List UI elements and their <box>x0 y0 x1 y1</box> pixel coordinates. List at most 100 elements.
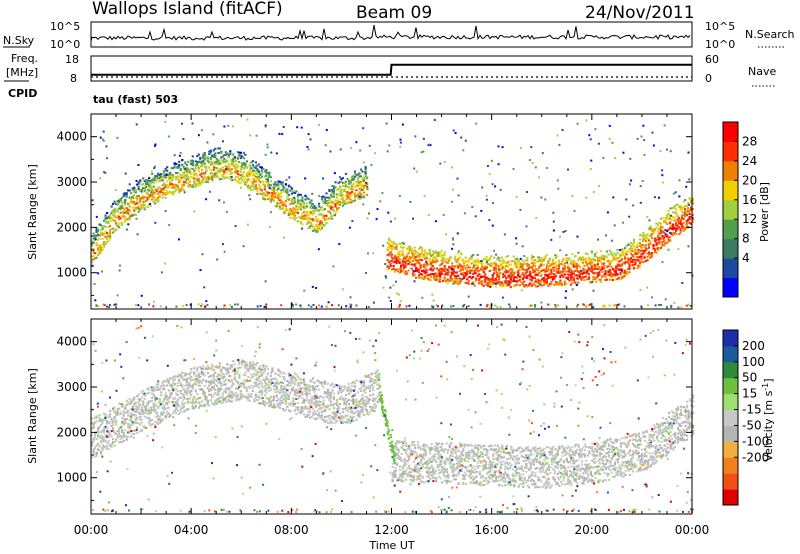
velocity-cell <box>191 378 194 381</box>
velocity-cell <box>166 384 169 387</box>
power-cell <box>168 224 171 226</box>
power-cell <box>115 229 118 231</box>
power-cell <box>346 192 349 195</box>
power-cell <box>478 261 481 264</box>
power-cell <box>574 261 577 264</box>
power-cell <box>178 178 181 181</box>
power-cell <box>106 157 108 160</box>
power-cell <box>232 154 235 157</box>
power-cell <box>324 144 327 147</box>
power-cell <box>340 202 343 205</box>
velocity-cell <box>106 447 109 450</box>
velocity-cell <box>100 423 103 426</box>
power-cell <box>247 171 250 174</box>
power-cell <box>497 259 500 262</box>
power-cell <box>590 265 593 268</box>
power-cell <box>491 202 494 205</box>
power-cell <box>337 194 340 196</box>
velocity-cell <box>137 398 140 401</box>
power-cell <box>497 256 500 259</box>
velocity-cell <box>124 407 127 410</box>
power-cell <box>638 249 642 252</box>
power-cell <box>328 198 331 201</box>
velocity-cell <box>113 417 116 420</box>
power-cell <box>538 259 541 262</box>
power-cell <box>454 255 457 258</box>
power-cell <box>661 240 664 243</box>
power-cell <box>430 261 433 264</box>
power-cell <box>664 229 667 231</box>
power-cell <box>331 304 334 307</box>
power-cell <box>494 185 497 188</box>
power-cell <box>350 201 353 204</box>
power-cell <box>366 183 369 186</box>
power-cell <box>422 263 425 266</box>
power-cell <box>638 242 642 245</box>
power-cell <box>499 306 502 309</box>
power-cell <box>424 272 427 275</box>
power-cell <box>359 175 363 178</box>
power-cell <box>457 265 460 268</box>
power-cell <box>441 304 444 307</box>
power-cell <box>91 242 94 245</box>
colorbar-swatch <box>723 238 738 259</box>
power-cell <box>97 250 100 253</box>
power-cell <box>639 185 642 188</box>
velocity-cell <box>184 374 187 377</box>
power-cell <box>650 255 654 258</box>
power-cell <box>239 154 242 157</box>
power-cell <box>95 304 98 307</box>
power-cell <box>181 174 184 177</box>
power-cell <box>98 252 101 255</box>
power-cell <box>149 202 152 205</box>
power-cell <box>403 255 406 257</box>
power-cell <box>499 282 502 285</box>
power-cell <box>629 245 633 248</box>
power-cell <box>118 199 121 202</box>
velocity-cell <box>112 427 115 430</box>
power-cell <box>142 177 145 180</box>
power-cell <box>188 180 191 182</box>
power-cell <box>663 219 666 222</box>
power-cell <box>485 276 488 279</box>
power-cell <box>338 181 342 184</box>
velocity-cell <box>164 396 167 399</box>
power-cell <box>266 198 269 201</box>
velocity-cell <box>185 408 188 411</box>
power-cell <box>430 255 433 258</box>
power-cell <box>575 267 578 269</box>
velocity-cell <box>143 412 146 415</box>
power-cell <box>104 235 107 238</box>
power-cell <box>545 274 548 277</box>
power-cell <box>202 153 205 156</box>
power-cell <box>353 185 357 188</box>
power-cell <box>230 160 233 163</box>
power-cell <box>167 176 170 178</box>
power-cell <box>499 284 502 286</box>
power-cell <box>269 201 272 204</box>
power-cell <box>356 184 360 187</box>
power-cell <box>675 222 678 225</box>
power-cell <box>298 199 301 202</box>
power-cell <box>456 232 459 235</box>
power-cell <box>155 199 158 202</box>
power-cell <box>646 216 649 218</box>
power-cell <box>187 175 190 178</box>
power-cell <box>348 226 351 229</box>
velocity-cell <box>119 411 122 414</box>
power-cell <box>291 305 294 308</box>
power-cell <box>551 260 554 263</box>
power-cell <box>599 278 602 281</box>
power-cell <box>96 234 99 237</box>
velocity-cell <box>139 413 142 416</box>
power-cell <box>415 256 418 259</box>
power-cell <box>182 168 185 171</box>
power-cell <box>684 209 687 212</box>
power-cell <box>451 271 454 274</box>
power-cell <box>323 223 327 226</box>
power-cell <box>690 207 693 210</box>
velocity-cell <box>188 384 191 387</box>
power-cell <box>182 172 185 175</box>
power-cell <box>130 215 133 218</box>
power-cell <box>649 242 652 245</box>
